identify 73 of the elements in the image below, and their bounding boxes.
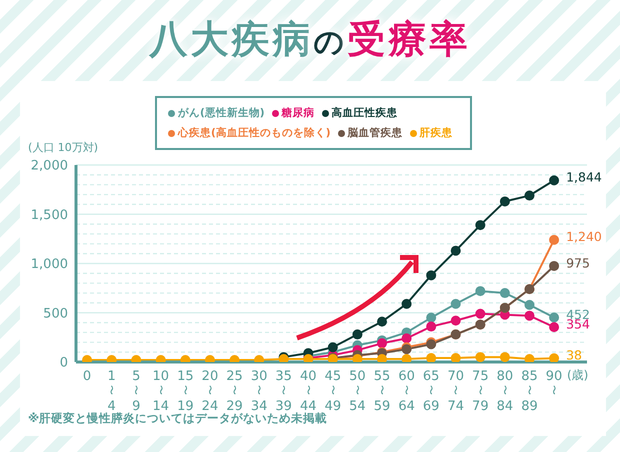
x-tick-label: 30〜34 bbox=[250, 369, 268, 414]
y-tick-label: 0 bbox=[60, 356, 68, 371]
x-tick-label: 55〜59 bbox=[374, 369, 390, 414]
point bbox=[475, 352, 486, 362]
legend-label: 肝疾患 bbox=[418, 126, 453, 140]
x-tick-label: 80〜84 bbox=[496, 369, 514, 414]
point bbox=[475, 220, 486, 230]
point bbox=[377, 354, 388, 362]
data-label: 975 bbox=[566, 255, 590, 270]
point bbox=[500, 196, 510, 206]
point bbox=[549, 175, 560, 186]
data-label: 38 bbox=[566, 348, 582, 363]
x-tick-label: 60〜64 bbox=[398, 369, 415, 414]
point bbox=[549, 312, 560, 322]
data-label: 1,844 bbox=[566, 170, 602, 185]
legend-label: 糖尿病 bbox=[280, 106, 315, 120]
point bbox=[450, 316, 461, 326]
point bbox=[426, 270, 436, 280]
point bbox=[402, 298, 412, 309]
x-tick-label: 50〜54 bbox=[349, 369, 366, 414]
x-axis-title: (歳) bbox=[567, 367, 588, 384]
point bbox=[475, 308, 486, 319]
point bbox=[450, 353, 461, 362]
point bbox=[549, 322, 560, 332]
x-tick-label: 5〜9 bbox=[130, 369, 141, 414]
point bbox=[549, 260, 560, 271]
point bbox=[500, 352, 510, 362]
point bbox=[549, 234, 560, 245]
x-tick-label: 75〜79 bbox=[472, 369, 489, 414]
point bbox=[524, 190, 534, 201]
x-tick-label: 35〜39 bbox=[275, 369, 292, 414]
legend-label: がん(悪性新生物) bbox=[177, 106, 265, 120]
point bbox=[475, 286, 486, 296]
x-tick-label: 90〜 bbox=[546, 369, 562, 395]
point bbox=[450, 298, 461, 309]
text: ※肝硬変と慢性膵炎についてはデータがないため未掲載 bbox=[28, 411, 328, 426]
point bbox=[328, 342, 338, 352]
point bbox=[352, 329, 362, 340]
point bbox=[549, 353, 560, 362]
point bbox=[450, 246, 461, 256]
y-tick-label: 2,000 bbox=[30, 158, 68, 174]
point bbox=[524, 300, 534, 310]
legend-label: 心疾患(高血圧性のものを除く) bbox=[176, 126, 331, 140]
point bbox=[426, 322, 436, 332]
point bbox=[402, 354, 412, 362]
point bbox=[524, 354, 534, 362]
legend-label: 脳血管疾患 bbox=[346, 126, 403, 140]
x-tick-label: 20〜24 bbox=[202, 369, 218, 414]
x-tick-label: 45〜49 bbox=[324, 369, 342, 414]
x-tick-label: 15〜19 bbox=[177, 369, 194, 414]
point bbox=[426, 353, 436, 362]
x-tick-label: 0 bbox=[82, 369, 92, 384]
y-tick-label: 500 bbox=[43, 306, 68, 322]
legend-label: 高血圧性疾患 bbox=[330, 106, 398, 120]
x-tick-label: 25〜29 bbox=[226, 369, 243, 414]
point bbox=[402, 333, 412, 344]
x-tick-label: 1〜4 bbox=[105, 369, 116, 414]
point bbox=[524, 310, 534, 321]
y-tick-label: 1,500 bbox=[30, 208, 68, 223]
x-tick-label: 65〜69 bbox=[422, 369, 440, 414]
data-label: 1,240 bbox=[566, 229, 602, 244]
x-tick-label: 70〜74 bbox=[447, 369, 464, 414]
x-tick-label: 10〜14 bbox=[152, 369, 170, 414]
point bbox=[377, 316, 388, 327]
y-tick-label: 1,000 bbox=[30, 257, 68, 272]
x-tick-label: 85〜89 bbox=[521, 369, 538, 414]
y-axis-title: (人口 10万対) bbox=[28, 140, 98, 155]
point bbox=[377, 338, 388, 348]
point bbox=[352, 354, 362, 362]
x-tick-label: 40〜44 bbox=[300, 369, 317, 414]
point bbox=[500, 288, 510, 298]
chart-title: 八大疾病の受療率 bbox=[150, 17, 470, 61]
point bbox=[426, 312, 436, 323]
